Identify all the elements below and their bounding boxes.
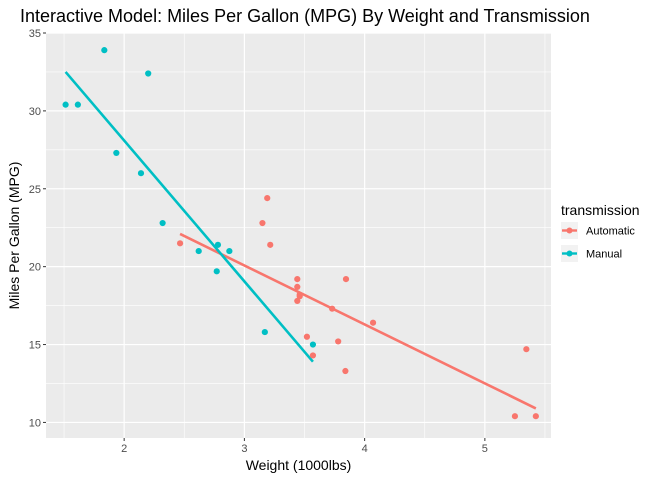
x-axis-ticks: 2 3 4 5 [121, 438, 488, 455]
data-point-manual [101, 47, 108, 54]
data-point-automatic [294, 283, 301, 291]
data-point-automatic [267, 241, 274, 248]
y-axis-label: Miles Per Gallon (MPG) [6, 162, 22, 310]
y-tick-label: 30 [29, 106, 41, 118]
data-point-manual [214, 241, 222, 248]
data-point-manual [309, 341, 317, 348]
x-tick-label: 5 [482, 443, 488, 455]
data-point-automatic [523, 346, 530, 353]
legend-key-point [566, 250, 573, 257]
chart-title: Interactive Model: Miles Per Gallon (MPG… [20, 6, 590, 26]
data-point-manual [261, 328, 268, 336]
data-point-automatic [264, 195, 271, 202]
data-point-automatic [335, 338, 342, 345]
trend-line-manual [64, 71, 314, 363]
trend-line-automatic [179, 232, 537, 410]
data-point-manual [137, 170, 145, 177]
data-point-automatic [294, 297, 301, 305]
data-point-manual [145, 70, 152, 77]
plot-panel [46, 33, 551, 438]
data-point-automatic [294, 276, 301, 283]
x-axis-label: Weight (1000lbs) [246, 457, 352, 473]
y-tick-label: 15 [29, 340, 41, 352]
data-point-automatic [342, 276, 350, 283]
data-point-automatic [511, 413, 519, 420]
data-point-automatic [296, 291, 303, 298]
data-point-manual [213, 268, 220, 275]
legend-title: transmission [561, 202, 640, 218]
data-point-manual [195, 247, 202, 255]
legend-key-point [566, 227, 573, 234]
y-tick-label: 35 [29, 28, 41, 40]
data-point-automatic [369, 319, 377, 326]
x-tick-label: 2 [121, 443, 127, 455]
data-point-automatic [176, 240, 184, 247]
data-point-automatic [309, 352, 317, 359]
x-tick-label: 3 [241, 443, 247, 455]
data-point-automatic [329, 305, 336, 312]
data-point-manual [226, 247, 233, 255]
data-point-automatic [259, 219, 266, 227]
data-point-automatic [342, 367, 349, 375]
y-axis-ticks: 10 15 20 25 30 35 [29, 28, 46, 429]
x-tick-label: 4 [362, 443, 368, 455]
data-points [62, 47, 539, 420]
major-gridlines [46, 32, 551, 438]
data-point-manual [113, 149, 120, 157]
data-point-manual [74, 101, 81, 108]
legend: transmission Automatic Manual [561, 202, 640, 262]
legend-label-manual: Manual [586, 249, 622, 261]
legend-label-automatic: Automatic [586, 226, 635, 238]
y-tick-label: 10 [29, 417, 41, 429]
y-tick-label: 25 [29, 184, 41, 196]
trend-lines [64, 71, 537, 410]
data-point-automatic [303, 333, 311, 340]
data-point-manual [159, 219, 166, 227]
data-point-automatic [532, 413, 539, 420]
y-tick-label: 20 [29, 262, 41, 274]
data-point-manual [62, 101, 69, 108]
